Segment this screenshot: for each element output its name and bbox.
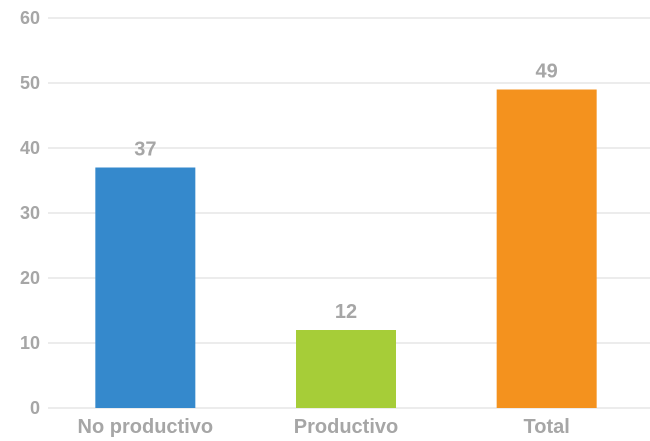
y-tick-label: 50 [20, 73, 40, 93]
y-tick-label: 10 [20, 333, 40, 353]
x-category-label: Productivo [294, 416, 398, 438]
data-label: 49 [536, 61, 558, 83]
x-category-label: No productivo [78, 416, 214, 438]
x-axis-categories: No productivo Productivo Total [78, 416, 570, 438]
bar-productivo [296, 330, 396, 408]
data-label: 12 [335, 301, 357, 323]
bar-no-productivo [95, 167, 196, 408]
y-axis-ticks: 0 10 20 30 40 50 60 [20, 8, 40, 418]
bars [95, 89, 597, 408]
y-tick-label: 0 [30, 398, 40, 418]
y-tick-label: 60 [20, 8, 40, 28]
y-tick-label: 20 [20, 268, 40, 288]
y-tick-label: 40 [20, 138, 40, 158]
data-label: 37 [134, 139, 156, 161]
y-tick-label: 30 [20, 203, 40, 223]
x-category-label: Total [524, 416, 570, 438]
bar-total [496, 89, 597, 408]
data-labels: 37 12 49 [134, 61, 558, 324]
